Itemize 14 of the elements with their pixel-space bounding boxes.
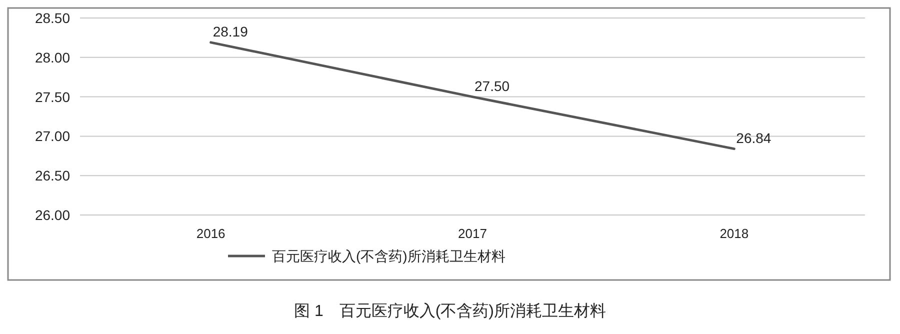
x-tick-label: 2016	[196, 226, 226, 241]
text: 28.19	[212, 23, 248, 40]
x-tick-label: 2017	[458, 226, 487, 241]
text: 27.50	[474, 78, 510, 94]
caption: 图 1 百元医疗收入(不含药)所消耗卫生材料	[294, 302, 606, 320]
y-tick-label: 26.50	[34, 168, 70, 184]
y-tick-label: 27.00	[34, 128, 70, 144]
x-tick-label: 2018	[720, 226, 749, 241]
y-tick-label: 27.50	[34, 88, 70, 105]
text: 26.84	[736, 130, 772, 146]
y-tick-label: 26.00	[34, 207, 70, 223]
legend-label: 百元医疗收入(不含药)所消耗卫生材料	[272, 248, 506, 264]
y-tick-label: 28.50	[34, 10, 70, 26]
y-tick-label: 28.00	[34, 49, 70, 66]
